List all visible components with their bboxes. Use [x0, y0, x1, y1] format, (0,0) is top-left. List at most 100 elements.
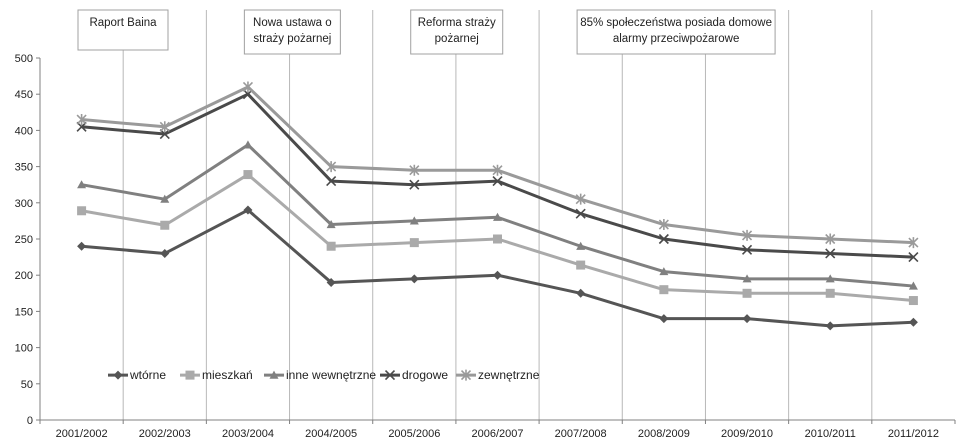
data-point [409, 238, 419, 248]
annotation-text: 85% społeczeństwa posiada domowe [580, 17, 772, 29]
y-tick-label: 400 [15, 125, 33, 137]
data-point [908, 317, 918, 327]
data-point [77, 241, 87, 251]
data-point [741, 244, 753, 255]
data-point [326, 161, 337, 173]
data-point [77, 206, 87, 216]
data-point [76, 121, 87, 132]
x-tick-label: 2010/2011 [805, 428, 856, 440]
data-point [243, 170, 253, 180]
data-point [742, 288, 752, 298]
annotation-text: straży pożarnej [253, 33, 331, 45]
data-point [409, 216, 419, 225]
series-drogowe [76, 89, 919, 263]
data-point [825, 274, 835, 283]
data-point [575, 208, 586, 219]
annotations: Raport Baina Nowa ustawa o straży pożarnej… [77, 9, 776, 55]
data-point [493, 212, 502, 221]
annotation-text: alarmy przeciwpożarowe [613, 33, 740, 45]
legend-label: mieszkań [202, 368, 253, 382]
annotation-box [576, 9, 776, 55]
data-point [409, 179, 420, 190]
data-point [159, 128, 170, 140]
data-point [493, 234, 502, 244]
data-point [160, 248, 170, 258]
data-point [76, 114, 87, 126]
data-point [326, 220, 336, 229]
x-tick-label: 2009/2010 [721, 428, 773, 440]
y-tick-label: 200 [15, 270, 33, 282]
data-point [243, 140, 253, 149]
data-point [326, 277, 336, 287]
data-point [658, 233, 669, 245]
x-axis-ticks: 2001/2002 2002/2003 2003/2004 2004/2005 2005… [39, 420, 956, 440]
data-point [825, 288, 835, 298]
annotation-text: pożarnej [435, 33, 479, 45]
y-tick-label: 0 [27, 415, 33, 427]
grid-lines [122, 10, 873, 420]
x-tick-label: 2007/2008 [555, 428, 607, 440]
data-point [460, 369, 472, 381]
y-tick-label: 300 [15, 198, 33, 210]
legend-label: drogowe [402, 368, 448, 382]
series-wtórne [77, 205, 918, 331]
series-group [76, 81, 919, 331]
data-point [326, 241, 336, 251]
data-point [659, 285, 669, 295]
data-point [575, 193, 586, 205]
data-point [741, 229, 753, 241]
series-mieszkań [77, 170, 918, 306]
x-tick-label: 2001/2002 [56, 428, 108, 440]
data-point [185, 370, 195, 380]
y-tick-label: 150 [15, 306, 33, 318]
data-point [269, 370, 279, 379]
data-point [409, 164, 420, 176]
x-tick-label: 2004/2005 [305, 428, 357, 440]
data-point [659, 267, 669, 276]
legend-label: wtórne [129, 368, 166, 382]
annotation-text: Reforma straży [418, 17, 496, 29]
data-point [159, 121, 170, 133]
legend-label: zewnętrzne [478, 368, 540, 382]
legend-label: inne wewnętrzne [286, 368, 376, 382]
data-point [659, 314, 669, 324]
data-point [825, 248, 836, 259]
data-point [576, 288, 586, 298]
series-zewnętrzne [76, 81, 919, 249]
y-axis-ticks: 0 50 100 150 200 250 300 350 400 450 500 [15, 53, 40, 427]
data-point [825, 233, 836, 245]
data-point [908, 237, 919, 249]
data-point [409, 274, 419, 284]
x-tick-label: 2003/2004 [222, 428, 274, 440]
data-point [908, 281, 918, 290]
y-tick-label: 250 [15, 234, 33, 246]
data-point [113, 370, 123, 380]
data-point [77, 180, 87, 189]
data-point [825, 321, 835, 331]
data-point [742, 274, 752, 283]
data-point [243, 205, 253, 215]
data-point [576, 260, 586, 270]
data-point [493, 270, 502, 280]
x-tick-label: 2011/2012 [888, 428, 939, 440]
y-tick-label: 500 [15, 53, 33, 65]
x-tick-label: 2006/2007 [472, 428, 524, 440]
x-tick-label: 2005/2006 [388, 428, 440, 440]
y-tick-label: 450 [15, 89, 33, 101]
data-point [908, 252, 919, 263]
y-tick-label: 350 [15, 162, 33, 174]
x-tick-label: 2008/2009 [638, 428, 690, 440]
annotation-text: Raport Baina [89, 17, 157, 29]
data-point [160, 194, 170, 203]
data-point [242, 81, 254, 93]
data-point [742, 314, 752, 324]
data-point [492, 176, 503, 187]
y-tick-label: 100 [15, 343, 33, 355]
annotation-box [410, 9, 504, 55]
legend: wtórne mieszkań inne wewnętrzne drogowe zewn… [108, 368, 540, 382]
annotation-box [77, 9, 169, 51]
data-point [384, 370, 396, 381]
data-point [658, 219, 669, 231]
data-point [492, 164, 503, 176]
